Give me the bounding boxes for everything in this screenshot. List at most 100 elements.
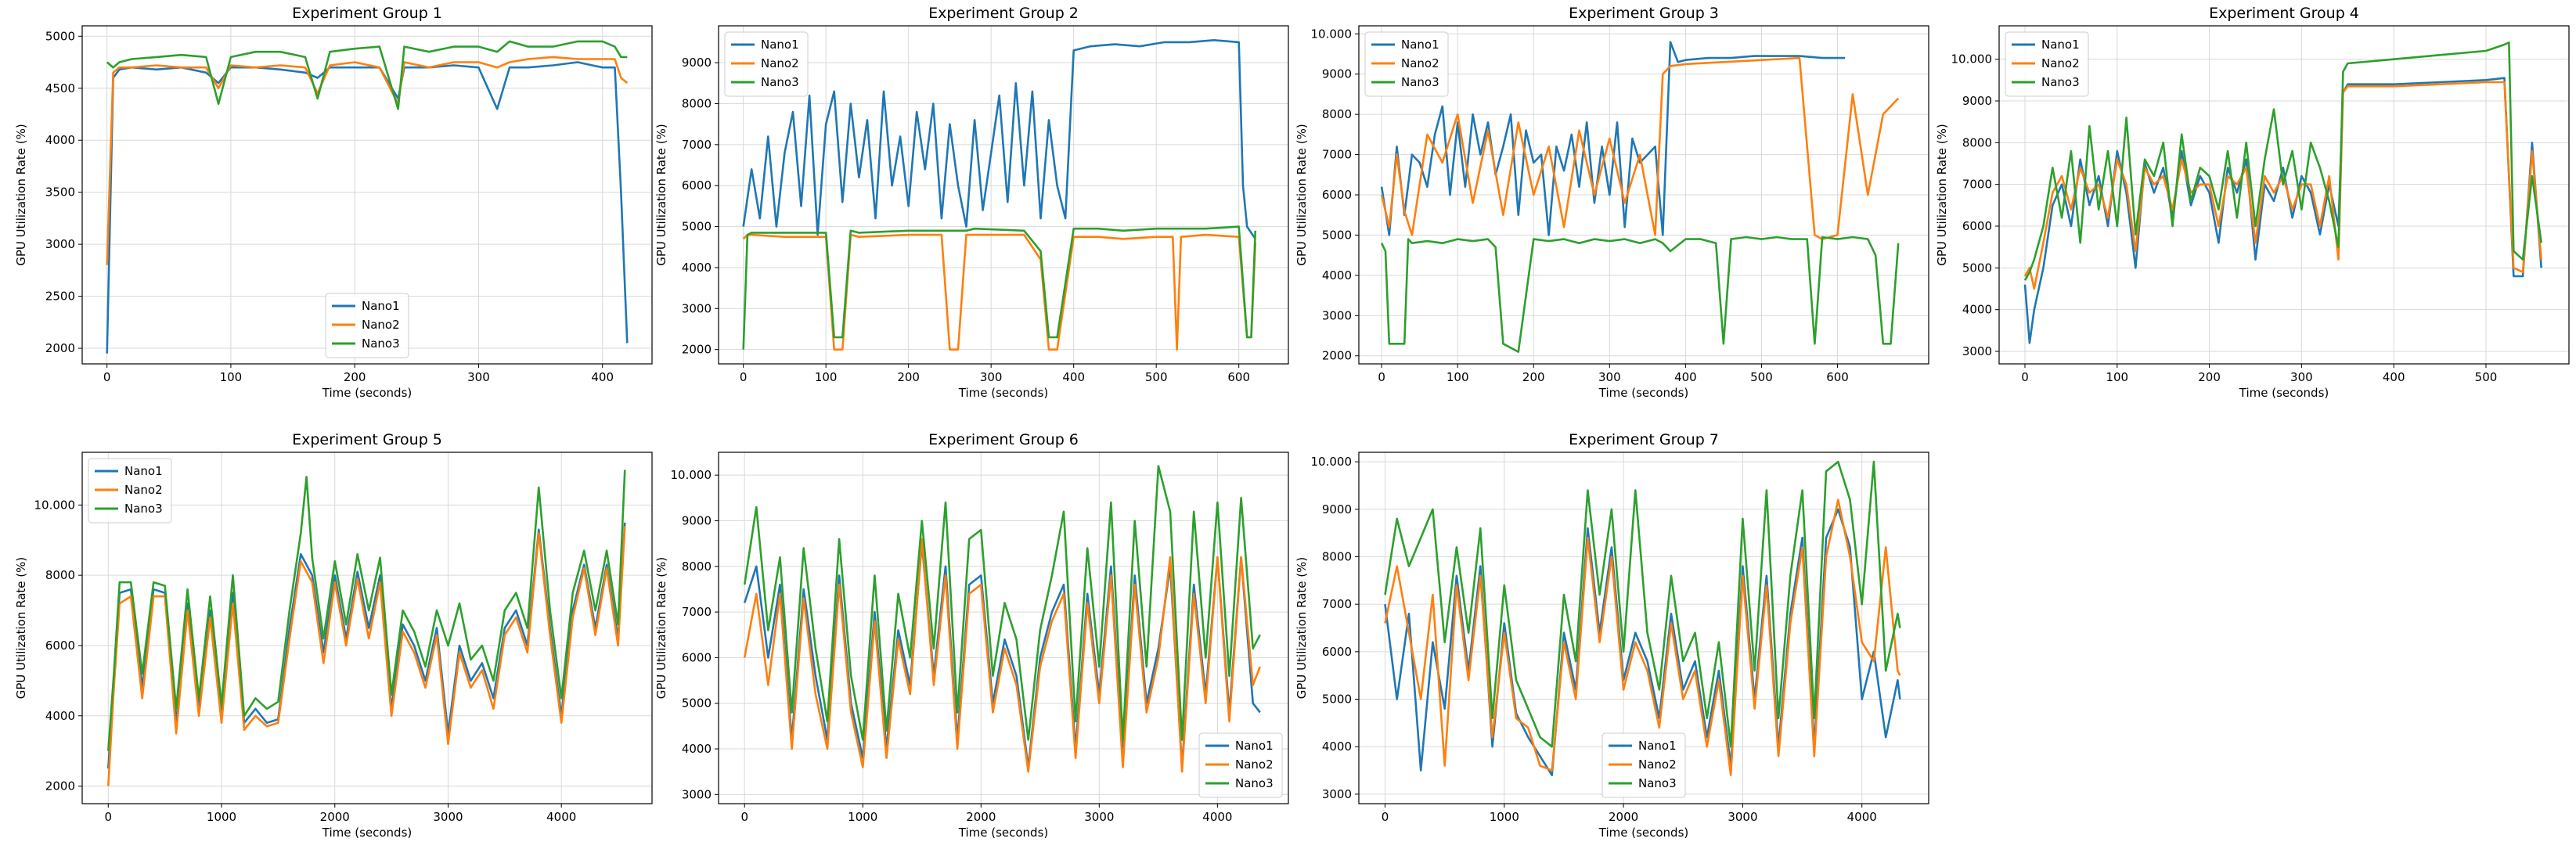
legend-label: Nano3 — [761, 75, 799, 89]
legend-label: Nano3 — [1235, 776, 1274, 790]
x-tick-label: 2000 — [966, 810, 996, 824]
legend-label: Nano1 — [1638, 739, 1677, 753]
y-tick-label: 4000 — [682, 742, 712, 756]
plot-frame — [718, 452, 1289, 804]
legend-box — [1198, 732, 1283, 798]
y-tick-label: 10.000 — [1951, 52, 1993, 67]
legend-label: Nano1 — [761, 38, 799, 52]
series-line-nano2 — [1380, 56, 1900, 240]
y-tick-label: 2000 — [682, 343, 712, 357]
legend-label: Nano1 — [1235, 739, 1274, 753]
y-axis-label: GPU Utilization Rate (%) — [1295, 557, 1309, 699]
x-axis-label: Time (seconds) — [1598, 826, 1689, 840]
series-line-nano1 — [1380, 41, 1846, 236]
x-tick-label: 400 — [591, 370, 614, 384]
series-group — [106, 40, 629, 354]
x-tick-label: 100 — [815, 370, 838, 384]
x-tick-label: 2000 — [1609, 810, 1638, 824]
legend-label: Nano2 — [761, 56, 799, 70]
x-tick-label: 0 — [740, 370, 748, 384]
y-tick-label: 5000 — [1322, 228, 1352, 242]
series-line-nano3 — [2023, 41, 2542, 281]
legend-box — [1364, 31, 1449, 97]
y-axis-label: GPU Utilization Rate (%) — [14, 557, 28, 699]
x-tick-label: 0 — [2021, 370, 2029, 384]
y-tick-label: 3000 — [682, 301, 712, 315]
y-tick-label: 5000 — [682, 696, 712, 711]
x-tick-label: 400 — [2383, 370, 2405, 384]
legend: Nano1 Nano2 Nano3 — [1601, 732, 1686, 798]
x-tick-label: 4000 — [1847, 810, 1877, 824]
legend-box — [1601, 732, 1686, 798]
x-tick-label: 100 — [1447, 370, 1469, 384]
series-line-nano3 — [743, 465, 1261, 741]
y-tick-label: 4000 — [45, 133, 75, 147]
legend-box — [2005, 31, 2089, 97]
x-tick-label: 300 — [1598, 370, 1621, 384]
chart-panel-1: 0 100 200 300 400 2000 2500 3000 3500 4000 4500 500… — [14, 5, 653, 400]
legend-box — [325, 293, 409, 358]
x-tick-label: 600 — [1826, 370, 1849, 384]
x-tick-label: 0 — [103, 370, 111, 384]
x-tick-label: 1000 — [848, 810, 877, 824]
chart-panel-3: 0 100 200 300 400 500 600 2000 3000 4000 5000 6000 7… — [1295, 5, 1929, 400]
legend: Nano1 Nano2 Nano3 — [724, 31, 809, 97]
legend-label: Nano3 — [362, 336, 400, 351]
plot-frame — [1358, 452, 1929, 804]
y-tick-label: 5000 — [682, 220, 712, 234]
series-line-nano1 — [742, 38, 1256, 240]
y-tick-label: 4000 — [1322, 739, 1352, 754]
chart-panel-4: 0 100 200 300 400 500 3000 4000 5000 6000 7000 8000… — [1935, 5, 2570, 400]
x-tick-label: 100 — [2106, 370, 2128, 384]
y-tick-label: 3500 — [45, 185, 75, 200]
y-tick-label: 8000 — [682, 560, 712, 574]
x-tick-label: 400 — [1674, 370, 1697, 384]
plot-frame — [81, 452, 653, 804]
x-tick-label: 500 — [1145, 370, 1168, 384]
x-tick-label: 200 — [897, 370, 920, 384]
x-tick-label: 300 — [2290, 370, 2313, 384]
legend-label: Nano1 — [2041, 38, 2080, 52]
series-line-nano3 — [106, 40, 628, 110]
y-tick-label: 7000 — [682, 605, 712, 619]
y-tick-label: 9000 — [1962, 94, 1992, 108]
y-tick-label: 5000 — [1322, 693, 1352, 707]
x-axis-label: Time (seconds) — [322, 826, 413, 840]
x-tick-label: 3000 — [433, 810, 463, 824]
legend-label: Nano2 — [2041, 56, 2080, 70]
x-tick-label: 3000 — [1084, 810, 1114, 824]
series-line-nano2 — [743, 538, 1262, 773]
x-tick-label: 0 — [1382, 810, 1389, 824]
plot-frame — [81, 25, 653, 365]
legend: Nano1 Nano2 Nano3 — [1198, 732, 1283, 798]
series-line-nano2 — [107, 526, 626, 786]
plot-frame — [1998, 25, 2570, 365]
y-axis-label: GPU Utilization Rate (%) — [654, 124, 668, 265]
legend-label: Nano1 — [1401, 38, 1439, 52]
series-line-nano3 — [107, 470, 626, 751]
y-tick-label: 4500 — [45, 81, 75, 95]
series-group — [1384, 460, 1901, 776]
legend-label: Nano2 — [1235, 757, 1274, 772]
y-tick-label: 3000 — [682, 787, 712, 801]
legend-label: Nano2 — [362, 318, 400, 332]
legend-label: Nano3 — [1638, 776, 1677, 790]
y-tick-label: 2500 — [45, 290, 75, 304]
y-tick-label: 8000 — [1962, 135, 1992, 149]
x-tick-label: 2000 — [320, 810, 350, 824]
y-tick-label: 9000 — [1322, 67, 1352, 81]
legend-label: Nano3 — [1401, 75, 1439, 89]
x-axis-label: Time (seconds) — [958, 826, 1049, 840]
x-axis-label: Time (seconds) — [1598, 386, 1689, 400]
y-tick-label: 4000 — [682, 261, 712, 275]
x-tick-label: 500 — [1750, 370, 1773, 384]
y-tick-label: 6000 — [682, 650, 712, 664]
y-tick-label: 9000 — [682, 513, 712, 527]
y-tick-label: 6000 — [1962, 219, 1992, 233]
x-tick-label: 0 — [105, 810, 113, 824]
y-tick-label: 2000 — [45, 341, 75, 355]
series-group — [743, 465, 1262, 773]
x-tick-label: 1000 — [207, 810, 236, 824]
y-tick-label: 5000 — [45, 29, 75, 43]
